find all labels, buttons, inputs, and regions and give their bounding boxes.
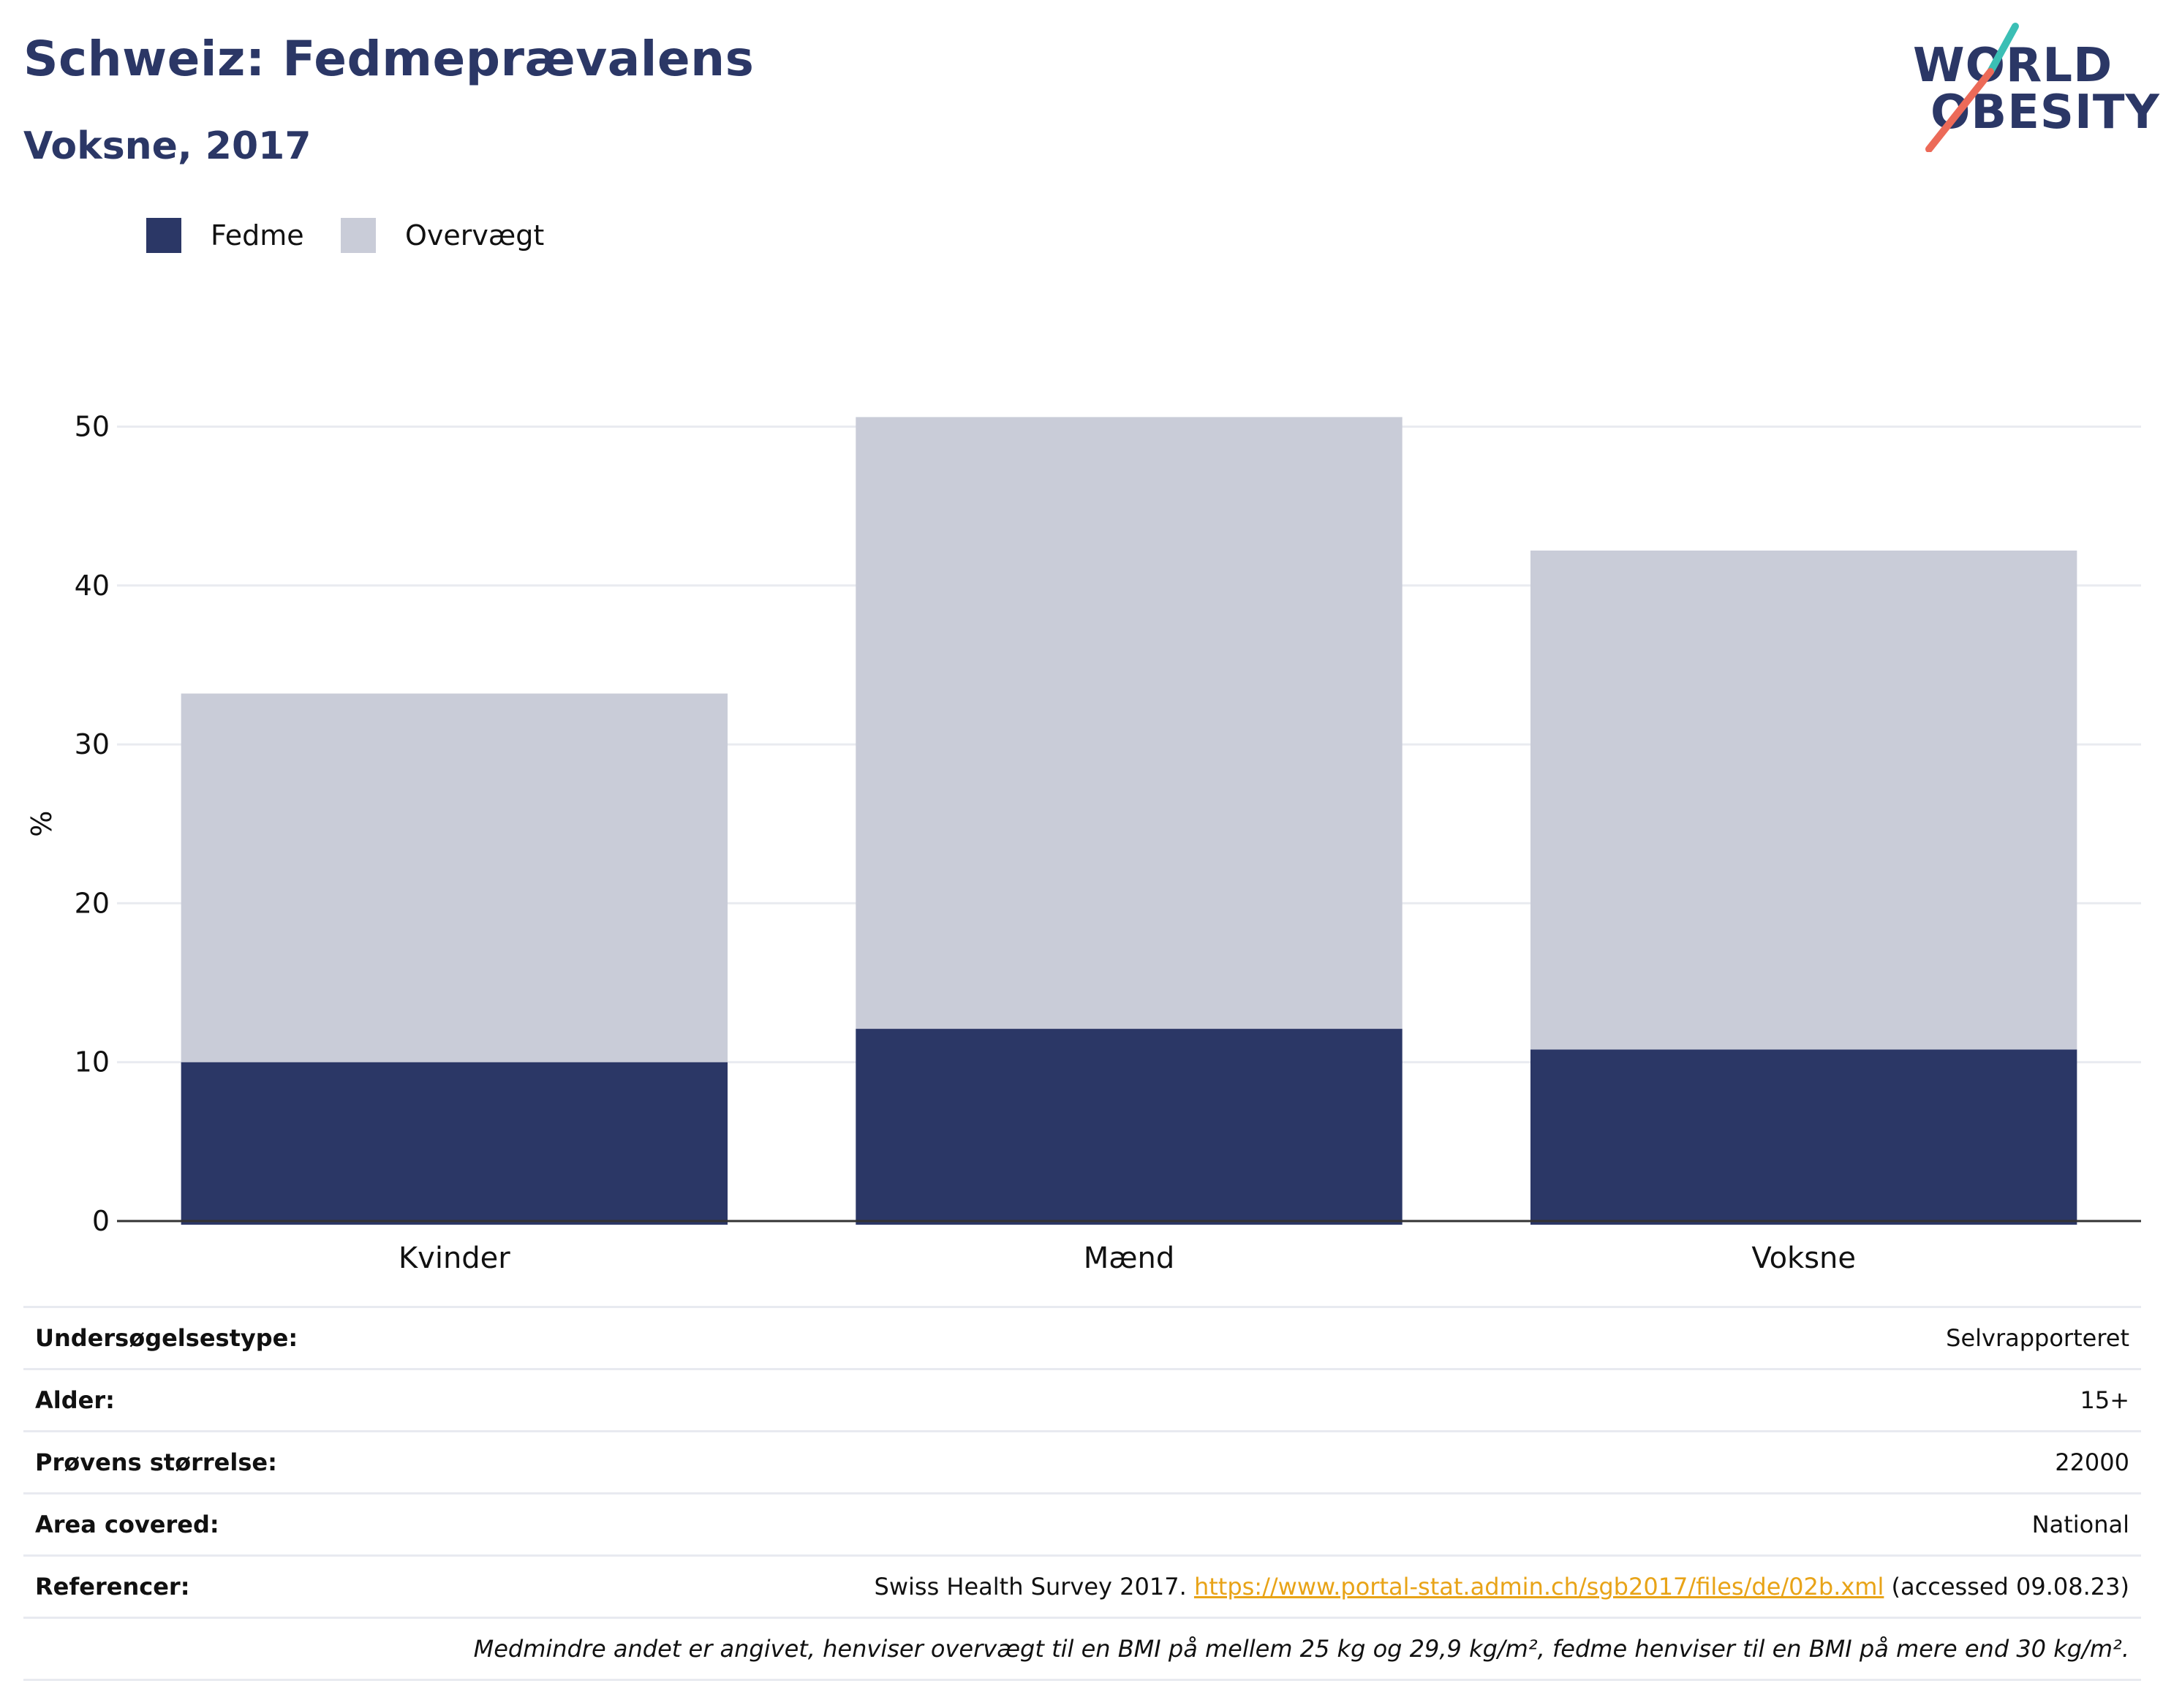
survey-metadata-table: Undersøgelsestype: Selvrapporteret Alder…: [23, 1306, 2141, 1681]
x-tick-label: Kvinder: [399, 1242, 510, 1275]
bar-fedme: [181, 1062, 728, 1225]
world-obesity-logo: WORLD OBESITY: [1909, 20, 2159, 152]
legend-label-fedme: Fedme: [211, 219, 304, 252]
page-subtitle: Voksne, 2017: [23, 124, 312, 168]
meta-row-survey-type: Undersøgelsestype: Selvrapporteret: [23, 1306, 2141, 1368]
meta-key: Undersøgelsestype:: [35, 1324, 298, 1352]
stacked-bar-chart: 0 10 20 30 40 50% Kvinder Mænd Voksne: [26, 410, 2141, 1275]
legend-swatch-overvaegt: [341, 218, 376, 253]
bar-fedme: [856, 1029, 1403, 1225]
meta-value: 22000: [2055, 1448, 2129, 1476]
meta-row-references: Referencer: Swiss Health Survey 2017. ht…: [23, 1554, 2141, 1617]
reference-link[interactable]: https://www.portal-stat.admin.ch/sgb2017…: [1193, 1573, 1884, 1601]
reference-text: Swiss Health Survey 2017.: [874, 1573, 1194, 1601]
meta-row-area: Area covered: National: [23, 1492, 2141, 1554]
reference-accessed: (accessed 09.08.23): [1884, 1573, 2129, 1601]
x-tick-label: Voksne: [1751, 1242, 1856, 1275]
meta-key: Alder:: [35, 1386, 115, 1414]
meta-row-note: Medmindre andet er angivet, henviser ove…: [23, 1617, 2141, 1681]
y-tick-label: 50: [75, 410, 110, 442]
bar-overv-gt: [181, 693, 728, 1062]
meta-row-age: Alder: 15+: [23, 1368, 2141, 1430]
y-tick-label: 10: [75, 1046, 110, 1078]
legend-label-overvaegt: Overvægt: [405, 219, 545, 252]
page-title: Schweiz: Fedmeprævalens: [23, 31, 755, 87]
bar-overv-gt: [856, 417, 1403, 1029]
meta-value: Selvrapporteret: [1946, 1324, 2129, 1352]
meta-key: Prøvens størrelse:: [35, 1448, 277, 1476]
y-tick-label: 30: [75, 728, 110, 760]
legend-swatch-fedme: [146, 218, 181, 253]
meta-key: Area covered:: [35, 1511, 219, 1538]
bmi-definition-note: Medmindre andet er angivet, henviser ove…: [473, 1635, 2129, 1663]
y-tick-label: 20: [75, 887, 110, 919]
meta-value: Swiss Health Survey 2017. https://www.po…: [875, 1557, 2129, 1617]
y-tick-label: 0: [92, 1205, 110, 1237]
meta-value: 15+: [2080, 1386, 2129, 1414]
bar-fedme: [1530, 1049, 2077, 1225]
meta-row-sample-size: Prøvens størrelse: 22000: [23, 1430, 2141, 1492]
bar-overv-gt: [1530, 550, 2077, 1050]
logo-slash-icon: [1925, 23, 2019, 152]
logo-line-1: WORLD: [1913, 39, 2113, 93]
meta-key: Referencer:: [35, 1573, 190, 1601]
x-tick-label: Mænd: [1084, 1242, 1175, 1275]
y-axis-label: %: [26, 811, 58, 837]
y-tick-label: 40: [75, 570, 110, 602]
meta-value: National: [2031, 1511, 2129, 1538]
